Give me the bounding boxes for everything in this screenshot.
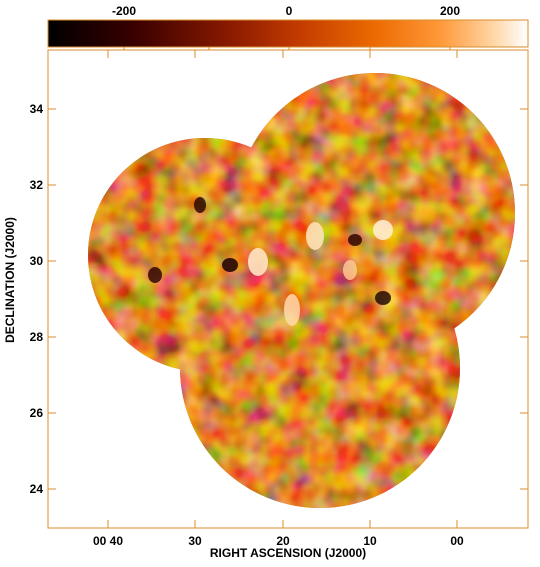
y-tick-label: 28 xyxy=(30,330,44,344)
y-tick-label: 32 xyxy=(30,178,44,192)
x-tick-label: 00 40 xyxy=(93,534,123,548)
colorbar-tick-label: -200 xyxy=(112,4,136,18)
x-tick-label: 10 xyxy=(363,534,377,548)
y-tick-label: 24 xyxy=(30,482,44,496)
y-tick-label: 26 xyxy=(30,406,44,420)
colorbar-tick-label: 200 xyxy=(440,4,460,18)
y-tick-label: 30 xyxy=(30,254,44,268)
colorbar: -200 0 200 xyxy=(47,4,529,52)
x-tick-label: 20 xyxy=(276,534,290,548)
y-tick-label: 34 xyxy=(30,102,44,116)
x-axis-title: RIGHT ASCENSION (J2000) xyxy=(210,546,366,560)
y-axis-title: DECLINATION (J2000) xyxy=(3,217,17,343)
x-tick-label: 30 xyxy=(188,534,202,548)
x-tick-label: 00 xyxy=(450,534,464,548)
colorbar-tick-label: 0 xyxy=(286,4,293,18)
x-axis xyxy=(107,50,458,528)
y-axis xyxy=(48,108,528,490)
